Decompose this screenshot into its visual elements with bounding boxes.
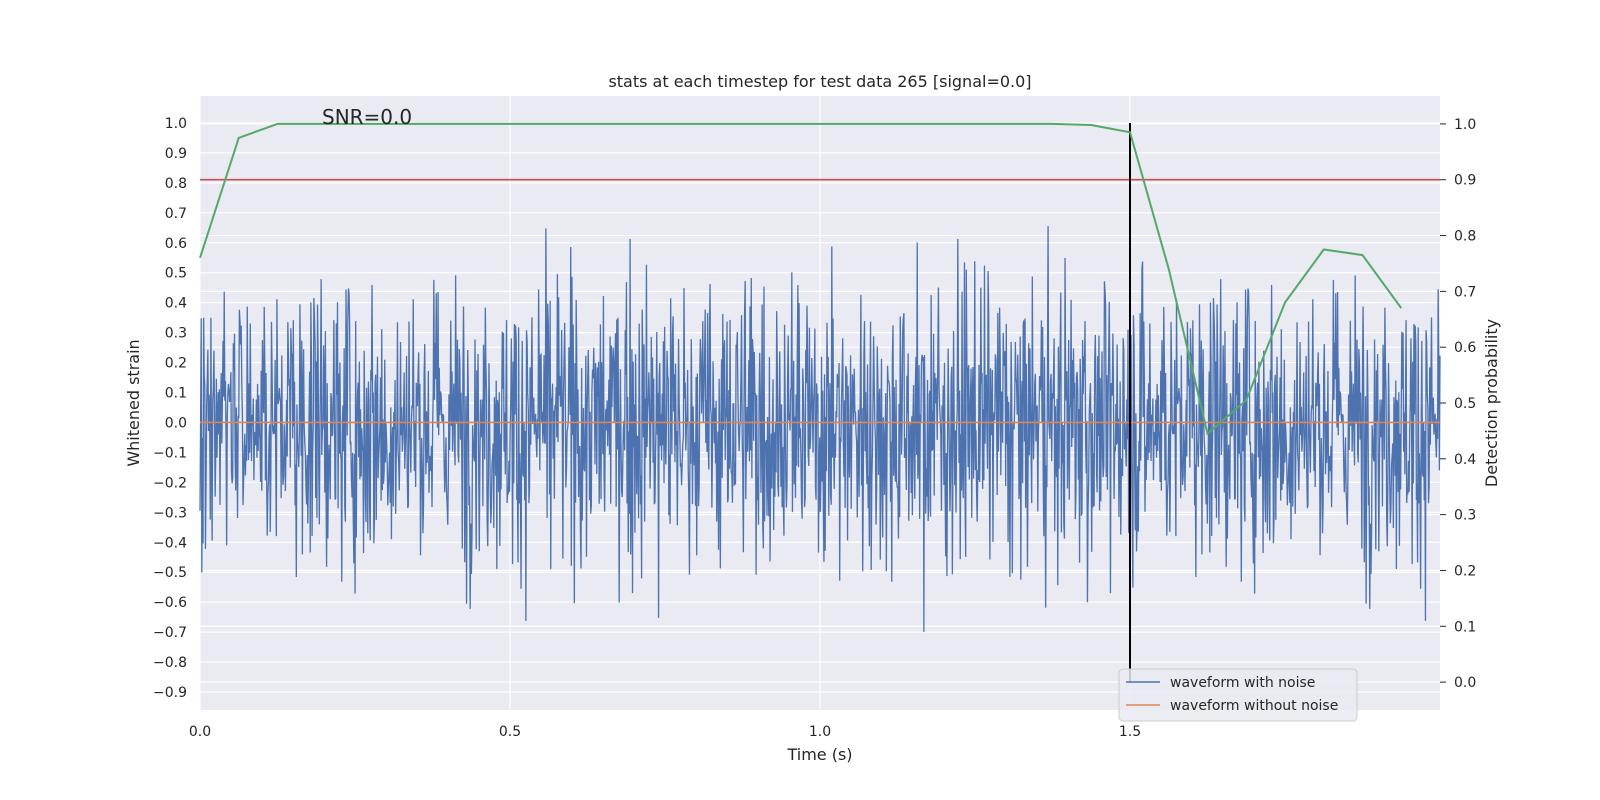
legend-label-noise: waveform with noise (1170, 675, 1315, 691)
x-tick-label: 0.5 (499, 724, 521, 740)
y-tick-label: 0.1 (165, 386, 187, 402)
chart-title: stats at each timestep for test data 265… (608, 72, 1031, 91)
y-axis-label: Whitened strain (124, 339, 143, 466)
y-tick-label: −0.3 (153, 505, 187, 521)
y-right-tick-label: 0.1 (1454, 619, 1476, 635)
y-right-tick-label: 0.8 (1454, 229, 1476, 245)
y-tick-label: −0.6 (153, 595, 187, 611)
y-right-tick-label: 0.3 (1454, 508, 1476, 524)
x-axis-label: Time (s) (786, 745, 852, 764)
y-tick-label: −0.5 (153, 565, 187, 581)
y-tick-label: −0.1 (153, 445, 187, 461)
y-tick-label: −0.8 (153, 655, 187, 671)
series-waveform-with-noise (199, 226, 1441, 632)
y-right-axis-label: Detection probability (1482, 319, 1501, 487)
y-right-tick-label: 0.0 (1454, 675, 1476, 691)
legend-box (1118, 668, 1358, 722)
series-detection-probability (199, 122, 1403, 436)
legend: waveform with noise waveform without noi… (1118, 668, 1358, 722)
y-tick-label: 0.5 (165, 266, 187, 282)
y-right-tick-label: 0.9 (1454, 173, 1476, 189)
snr-annotation: SNR=0.0 (322, 105, 412, 129)
legend-label-clean: waveform without noise (1170, 698, 1338, 714)
noise-series (199, 226, 1441, 632)
y-right-tick-label: 1.0 (1454, 117, 1476, 133)
y-right-tick-label: 0.7 (1454, 284, 1476, 300)
x-tick-label: 1.0 (809, 724, 831, 740)
y-right-tick-label: 0.6 (1454, 340, 1476, 356)
y-tick-label: 0.8 (165, 176, 187, 192)
overlays (199, 122, 1440, 684)
y-tick-label: −0.2 (153, 475, 187, 491)
y-tick-label: 0.7 (165, 206, 187, 222)
y-right-tick-label: 0.5 (1454, 396, 1476, 412)
y-right-tick-label: 0.4 (1454, 452, 1476, 468)
y-tick-label: 0.3 (165, 326, 187, 342)
y-tick-label: −0.7 (153, 625, 187, 641)
y-tick-label: −0.4 (153, 535, 187, 551)
y-tick-label: 0.6 (165, 236, 187, 252)
axes: 0.0 0.5 1.0 1.5 1.0 0.9 0.8 0.7 0.6 0.5 0.4 0.3 0.2 0… (153, 116, 1476, 740)
y-tick-label: 0.0 (165, 415, 187, 431)
y-tick-label: 0.2 (165, 356, 187, 372)
x-tick-label: 0.0 (189, 724, 211, 740)
y-tick-label: 1.0 (165, 116, 187, 132)
y-tick-label: 0.9 (165, 146, 187, 162)
y-tick-label: 0.4 (165, 296, 187, 312)
y-right-tick-label: 0.2 (1454, 563, 1476, 579)
x-tick-label: 1.5 (1119, 724, 1141, 740)
y-tick-label: −0.9 (153, 685, 187, 701)
